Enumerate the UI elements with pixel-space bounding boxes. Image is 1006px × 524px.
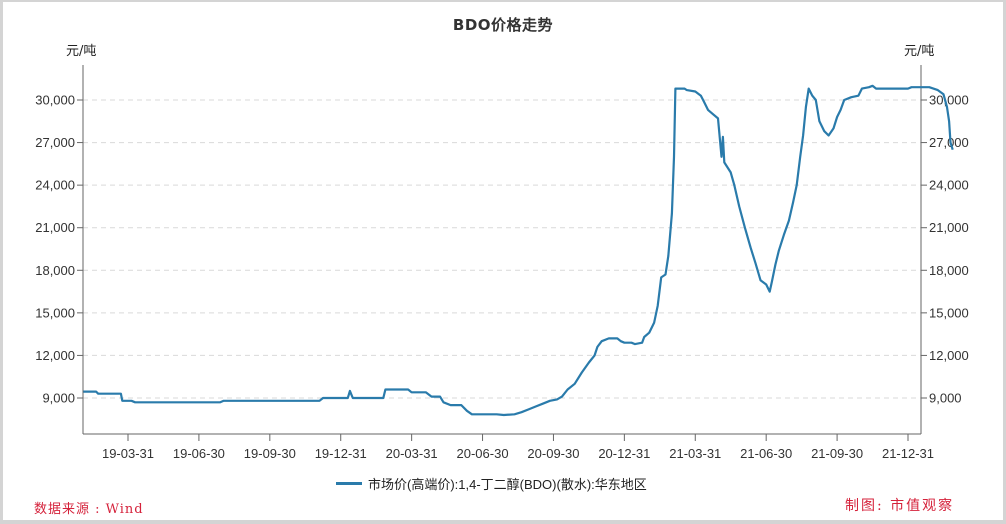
left-tick-label: 27,000 bbox=[35, 135, 75, 150]
right-tick-label: 9,000 bbox=[929, 391, 962, 406]
left-axis-unit: 元/吨 bbox=[66, 44, 97, 59]
x-tick-label: 19-06-30 bbox=[173, 446, 225, 461]
left-tick-label: 9,000 bbox=[42, 391, 75, 406]
right-tick-label: 30,000 bbox=[929, 93, 969, 108]
left-tick-label: 24,000 bbox=[35, 178, 75, 193]
right-axis-unit: 元/吨 bbox=[904, 44, 935, 59]
left-tick-label: 18,000 bbox=[35, 263, 75, 278]
chart-credit: 制图: 市值观察 bbox=[845, 498, 955, 514]
bdo-price-line bbox=[83, 84, 954, 417]
right-tick-label: 12,000 bbox=[929, 348, 969, 363]
legend: 市场价(高端价):1,4-丁二醇(BDO)(散水):华东地区 bbox=[336, 474, 647, 493]
x-tick-label: 20-12-31 bbox=[598, 446, 650, 461]
left-tick-label: 12,000 bbox=[35, 348, 75, 363]
right-tick-label: 18,000 bbox=[929, 263, 969, 278]
right-tick-label: 27,000 bbox=[929, 135, 969, 150]
left-tick-label: 21,000 bbox=[35, 220, 75, 235]
x-tick-label: 21-03-31 bbox=[669, 446, 721, 461]
axes: 9,000 9,000 12,000 12,000 15,000 15,000 18,000… bbox=[35, 65, 969, 461]
right-tick-label: 15,000 bbox=[929, 305, 969, 320]
x-tick-label: 21-09-30 bbox=[811, 446, 863, 461]
x-tick-label: 19-09-30 bbox=[244, 446, 296, 461]
x-tick-label: 20-06-30 bbox=[457, 446, 509, 461]
x-tick-label: 21-12-31 bbox=[882, 446, 934, 461]
data-source-note: 数据来源 : Wind bbox=[34, 502, 144, 517]
left-tick-label: 15,000 bbox=[35, 305, 75, 320]
x-tick-label: 20-03-31 bbox=[386, 446, 438, 461]
left-tick-label: 30,000 bbox=[35, 93, 75, 108]
x-tick-label: 20-09-30 bbox=[527, 446, 579, 461]
legend-swatch bbox=[336, 482, 362, 485]
gridlines bbox=[83, 99, 921, 399]
x-tick-label: 19-12-31 bbox=[315, 446, 367, 461]
x-tick-label: 19-03-31 bbox=[102, 446, 154, 461]
right-tick-label: 24,000 bbox=[929, 178, 969, 193]
chart-title: BDO价格走势 bbox=[452, 16, 554, 34]
legend-label: 市场价(高端价):1,4-丁二醇(BDO)(散水):华东地区 bbox=[368, 477, 647, 492]
right-tick-label: 21,000 bbox=[929, 220, 969, 235]
x-tick-label: 21-06-30 bbox=[740, 446, 792, 461]
